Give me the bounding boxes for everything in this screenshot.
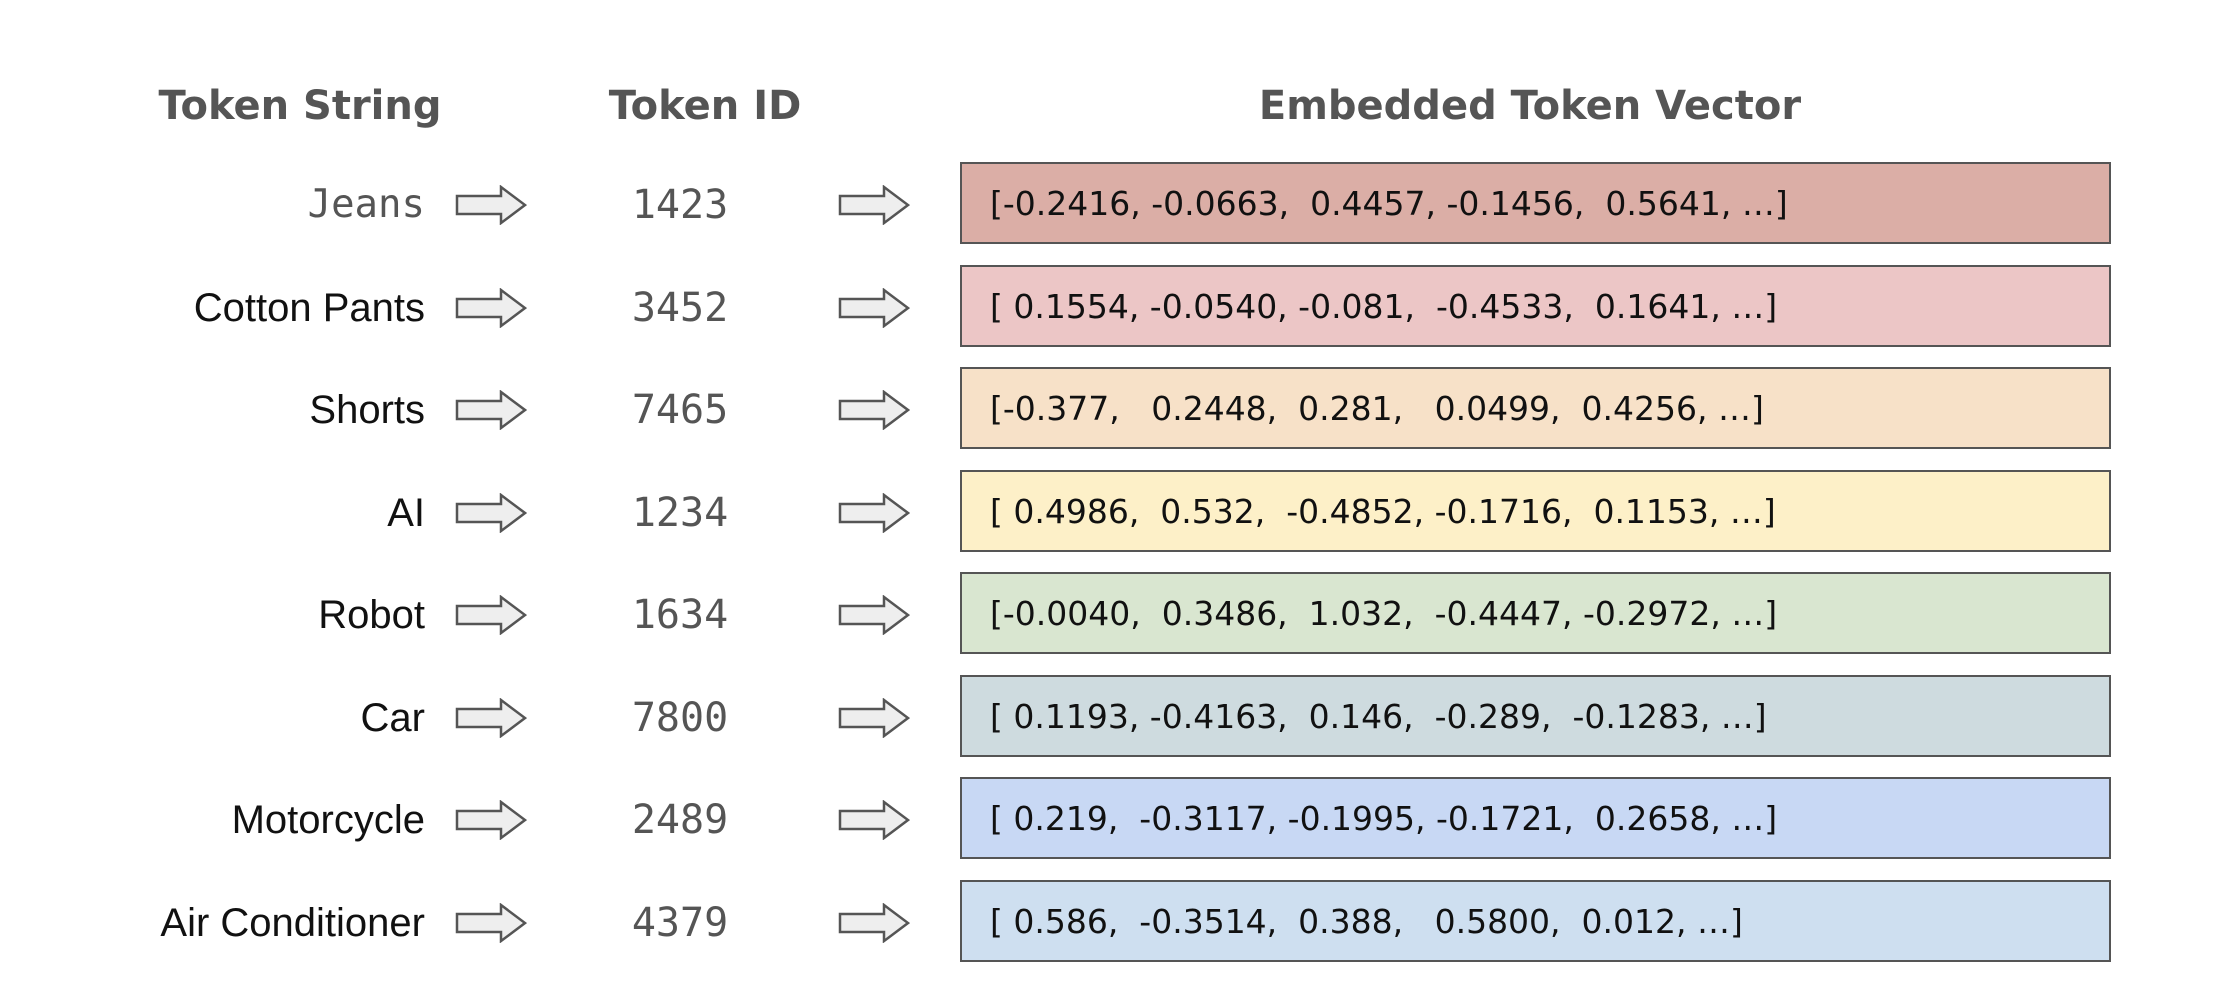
embedding-vector-values: [ 0.586, -0.3514, 0.388, 0.5800, 0.012, … — [990, 901, 1743, 941]
embedding-vector-box: [-0.377, 0.2448, 0.281, 0.0499, 0.4256, … — [960, 367, 2111, 449]
embedding-vector-values: [ 0.219, -0.3117, -0.1995, -0.1721, 0.26… — [990, 799, 1778, 838]
right-arrow-icon — [838, 287, 911, 328]
right-arrow-icon — [455, 799, 528, 841]
token-id: 4379 — [631, 899, 729, 946]
right-arrow-icon — [455, 492, 528, 533]
embedding-vector-values: [-0.377, 0.2448, 0.281, 0.0499, 0.4256, … — [990, 389, 1764, 428]
right-arrow-icon — [455, 184, 528, 226]
right-arrow-icon — [838, 389, 911, 431]
embedding-vector-box: [ 0.4986, 0.532, -0.4852, -0.1716, 0.115… — [960, 469, 2111, 552]
embedded-vector-header: Embedded Token Vector — [1258, 83, 1802, 129]
token-id: 7800 — [631, 694, 729, 741]
token-id: 1634 — [631, 592, 729, 638]
token-row: Cotton Pants 3452 [ 0.1554, -0.0540, -0.08… — [0, 264, 2232, 351]
embedding-vector-box: [-0.0040, 0.3486, 1.032, -0.4447, -0.297… — [960, 572, 2111, 654]
token-string: Motorcycle — [231, 798, 425, 842]
right-arrow-icon — [838, 799, 911, 841]
token-row: Robot 1634 [-0.0040, 0.3486, 1.032, -0.444… — [0, 572, 2232, 658]
token-id: 1234 — [631, 489, 729, 536]
right-arrow-icon — [455, 594, 528, 636]
embedding-vector-values: [ 0.1554, -0.0540, -0.081, -0.4533, 0.16… — [990, 286, 1778, 326]
right-arrow-icon — [838, 902, 911, 943]
token-string: Air Conditioner — [160, 900, 425, 945]
embedding-vector-box: [ 0.219, -0.3117, -0.1995, -0.1721, 0.26… — [960, 777, 2111, 859]
embedding-vector-values: [ 0.1193, -0.4163, 0.146, -0.289, -0.128… — [990, 696, 1767, 736]
embedding-vector-box: [ 0.586, -0.3514, 0.388, 0.5800, 0.012, … — [960, 879, 2111, 962]
right-arrow-icon — [838, 697, 911, 738]
embedding-vector-box: [ 0.1554, -0.0540, -0.081, -0.4533, 0.16… — [960, 264, 2111, 347]
right-arrow-icon — [838, 492, 911, 533]
embedding-vector-values: [-0.2416, -0.0663, 0.4457, -0.1456, 0.56… — [990, 184, 1788, 223]
token-string: Jeans — [307, 182, 425, 227]
token-string: Car — [360, 695, 425, 740]
token-string: Cotton Pants — [193, 285, 425, 330]
right-arrow-icon — [838, 594, 911, 636]
token-row: AI 1234 [ 0.4986, 0.532, -0.4852, -0.1716,… — [0, 469, 2232, 556]
token-row: Car 7800 [ 0.1193, -0.4163, 0.146, -0.289,… — [0, 674, 2232, 761]
token-string: AI — [387, 490, 425, 535]
token-id-header: Token ID — [608, 83, 802, 129]
right-arrow-icon — [455, 902, 528, 943]
right-arrow-icon — [455, 287, 528, 328]
embedding-vector-box: [-0.2416, -0.0663, 0.4457, -0.1456, 0.56… — [960, 162, 2111, 244]
right-arrow-icon — [838, 184, 911, 226]
right-arrow-icon — [455, 389, 528, 431]
embedding-vector-values: [-0.0040, 0.3486, 1.032, -0.4447, -0.297… — [990, 594, 1778, 633]
token-string: Shorts — [309, 388, 425, 432]
token-string: Robot — [318, 593, 425, 637]
token-row: Motorcycle 2489 [ 0.219, -0.3117, -0.1995,… — [0, 777, 2232, 863]
embedding-vector-values: [ 0.4986, 0.532, -0.4852, -0.1716, 0.115… — [990, 491, 1776, 531]
token-row: Jeans 1423 [-0.2416, -0.0663, 0.4457, -0.1… — [0, 162, 2232, 248]
token-id: 7465 — [631, 387, 729, 433]
token-row: Air Conditioner 4379 [ 0.586, -0.3514, 0.3… — [0, 879, 2232, 966]
token-id: 2489 — [631, 797, 729, 843]
embedding-vector-box: [ 0.1193, -0.4163, 0.146, -0.289, -0.128… — [960, 674, 2111, 757]
token-id: 1423 — [631, 182, 729, 228]
right-arrow-icon — [455, 697, 528, 738]
token-row: Shorts 7465 [-0.377, 0.2448, 0.281, 0.0499… — [0, 367, 2232, 453]
token-string-header: Token String — [158, 83, 442, 129]
token-id: 3452 — [631, 284, 729, 331]
